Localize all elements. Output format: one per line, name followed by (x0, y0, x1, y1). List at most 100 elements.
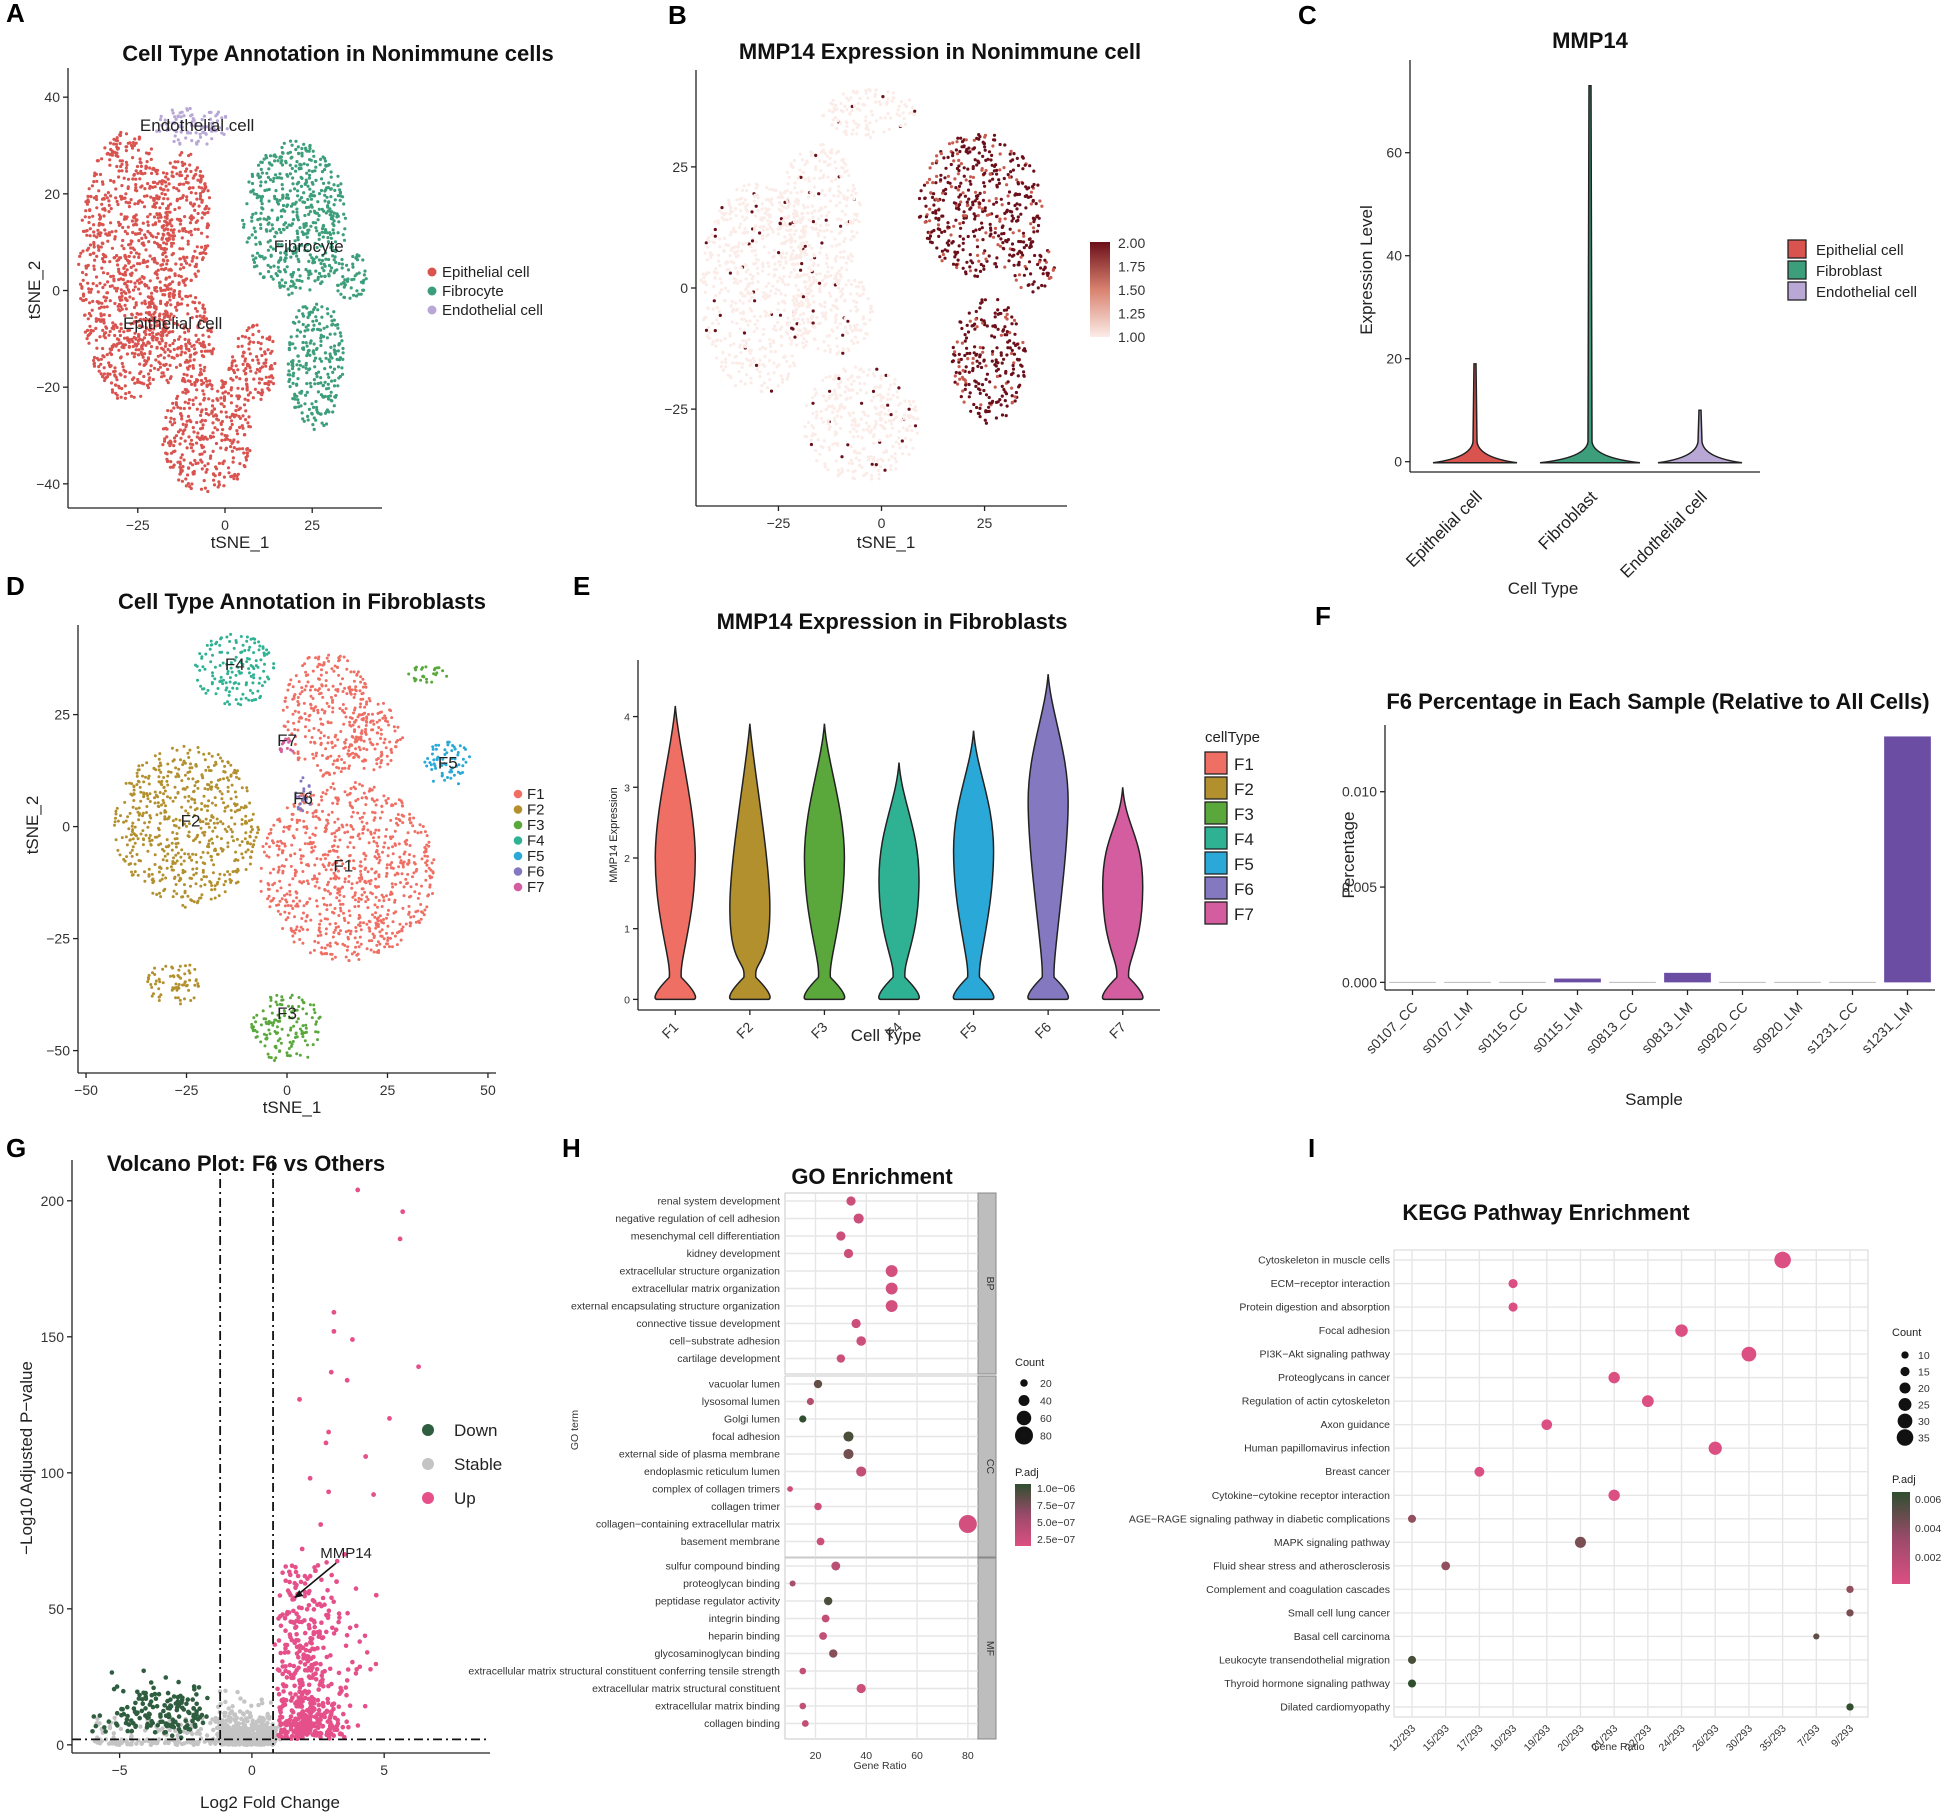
panel-a-cell-point (259, 391, 263, 395)
panel-a-cell-point (248, 352, 252, 356)
panel-b-cell-point (774, 267, 779, 271)
panel-a-cell-point (267, 161, 271, 165)
panel-a-cell-point (178, 335, 182, 339)
panel-a-cell-point (212, 483, 217, 487)
panel-a-cell-point (249, 369, 253, 373)
panel-a-cell-point (159, 330, 164, 334)
panel-b-cell-point (854, 305, 858, 309)
panel-b-cell-point (1006, 340, 1010, 344)
panel-a-cell-point (123, 270, 127, 274)
panel-b-cell-point (897, 436, 901, 440)
panel-a-cell-point (134, 303, 138, 307)
panel-a-cell-point (327, 257, 331, 262)
panel-b-cell-point (798, 152, 802, 156)
panel-a-cell-point (105, 291, 110, 295)
panel-b-cell-point (912, 407, 916, 411)
panel-a-cell-point (85, 337, 89, 341)
panel-a-cell-point (199, 378, 204, 383)
panel-b-cell-point (830, 266, 834, 270)
panel-b-cell-point (714, 267, 718, 271)
panel-b-cell-point (955, 140, 959, 144)
panel-a-cell-point (107, 210, 111, 214)
panel-a-cell-point (243, 335, 247, 339)
panel-b-cell-point (874, 463, 878, 467)
panel-a-cell-point (182, 372, 186, 376)
panel-a-cell-point (91, 282, 95, 286)
panel-b-cell-point (761, 228, 765, 232)
panel-b-cell-point (1017, 229, 1021, 233)
panel-b-cell-point (841, 333, 845, 337)
panel-a-cell-point (327, 201, 331, 205)
panel-a-cell-point (185, 373, 189, 377)
panel-a-cell-point (99, 305, 103, 309)
panel-a-cell-point (202, 392, 206, 396)
panel-a-cell-point (182, 326, 186, 330)
panel-b-cell-point (872, 441, 876, 445)
panel-b-cell-point (935, 174, 939, 178)
panel-a-cell-point (197, 338, 201, 342)
panel-b-cell-point (954, 370, 958, 375)
panel-a-cell-point (191, 402, 195, 407)
panel-a-cell-point (144, 343, 148, 347)
panel-b-cell-point (758, 231, 762, 235)
panel-b-cell-point (804, 329, 809, 333)
panel-b-cell-point (811, 396, 815, 400)
panel-a-cell-point (302, 334, 306, 338)
panel-b-cell-point (957, 169, 961, 173)
panel-a-cell-point (146, 386, 150, 390)
panel-a-cell-point (183, 400, 187, 404)
panel-a-cell-point (200, 408, 204, 412)
panel-a-cell-point (325, 325, 329, 329)
panel-b-cell-point (849, 96, 853, 100)
panel-b-cell-point (811, 275, 816, 279)
panel-b-cell-point (734, 230, 738, 234)
panel-a-cell-point (189, 169, 193, 174)
panel-a-cell-point (306, 418, 310, 422)
panel-b-cell-point (903, 413, 907, 417)
panel-a-cell-point (190, 344, 194, 348)
panel-a-cell-point (157, 219, 161, 223)
panel-a-cell-point (165, 333, 169, 337)
panel-a-cell-point (357, 271, 361, 275)
panel-a-cell-point (121, 225, 125, 230)
panel-a-cell-point (211, 347, 216, 351)
panel-a-cell-point (146, 220, 150, 224)
panel-a-cell-point (159, 301, 163, 306)
panel-b-cell-point (981, 346, 985, 350)
panel-a-cell-point (147, 286, 151, 290)
panel-a-cell-point (307, 259, 311, 263)
panel-a-cell-point (189, 191, 193, 195)
panel-b-cell-point (973, 214, 978, 218)
panel-b-cell-point (799, 190, 803, 194)
panel-a-cell-point (127, 390, 131, 395)
panel-a-cell-point (311, 423, 315, 427)
panel-a-cell-point (267, 221, 271, 225)
panel-a-cell-point (178, 153, 182, 157)
panel-a-cell-point (343, 227, 347, 231)
panel-a-cell-point (295, 210, 299, 214)
panel-a-cell-point (185, 419, 189, 423)
panel-a-cell-point (148, 369, 153, 373)
panel-b-cell-point (843, 325, 848, 329)
panel-a-cell-point (336, 231, 340, 235)
panel-b-cell-point (923, 220, 927, 224)
panel-a-cell-point (340, 266, 344, 270)
panel-a-cell-point (201, 381, 206, 385)
panel-a-cell-point (127, 345, 131, 349)
panel-a-cell-point (113, 369, 117, 373)
panel-b-cell-point (844, 163, 848, 167)
panel-b-cell-point (967, 370, 971, 374)
panel-a-cell-point (204, 252, 208, 256)
panel-b-cell-point (980, 226, 984, 230)
panel-b-cell-point (959, 162, 964, 166)
panel-a-cell-point (241, 447, 245, 451)
panel-a-cell-point (265, 156, 269, 160)
panel-a-cell-point (169, 460, 173, 464)
panel-b-cell-point (1006, 346, 1010, 350)
panel-a-cell-point (148, 376, 152, 380)
panel-a-cell-point (304, 232, 308, 236)
panel-a-cell-point (204, 185, 208, 190)
panel-b-cell-point (771, 230, 775, 234)
panel-b-cell-point (742, 344, 746, 348)
panel-b-cell-point (958, 222, 962, 226)
